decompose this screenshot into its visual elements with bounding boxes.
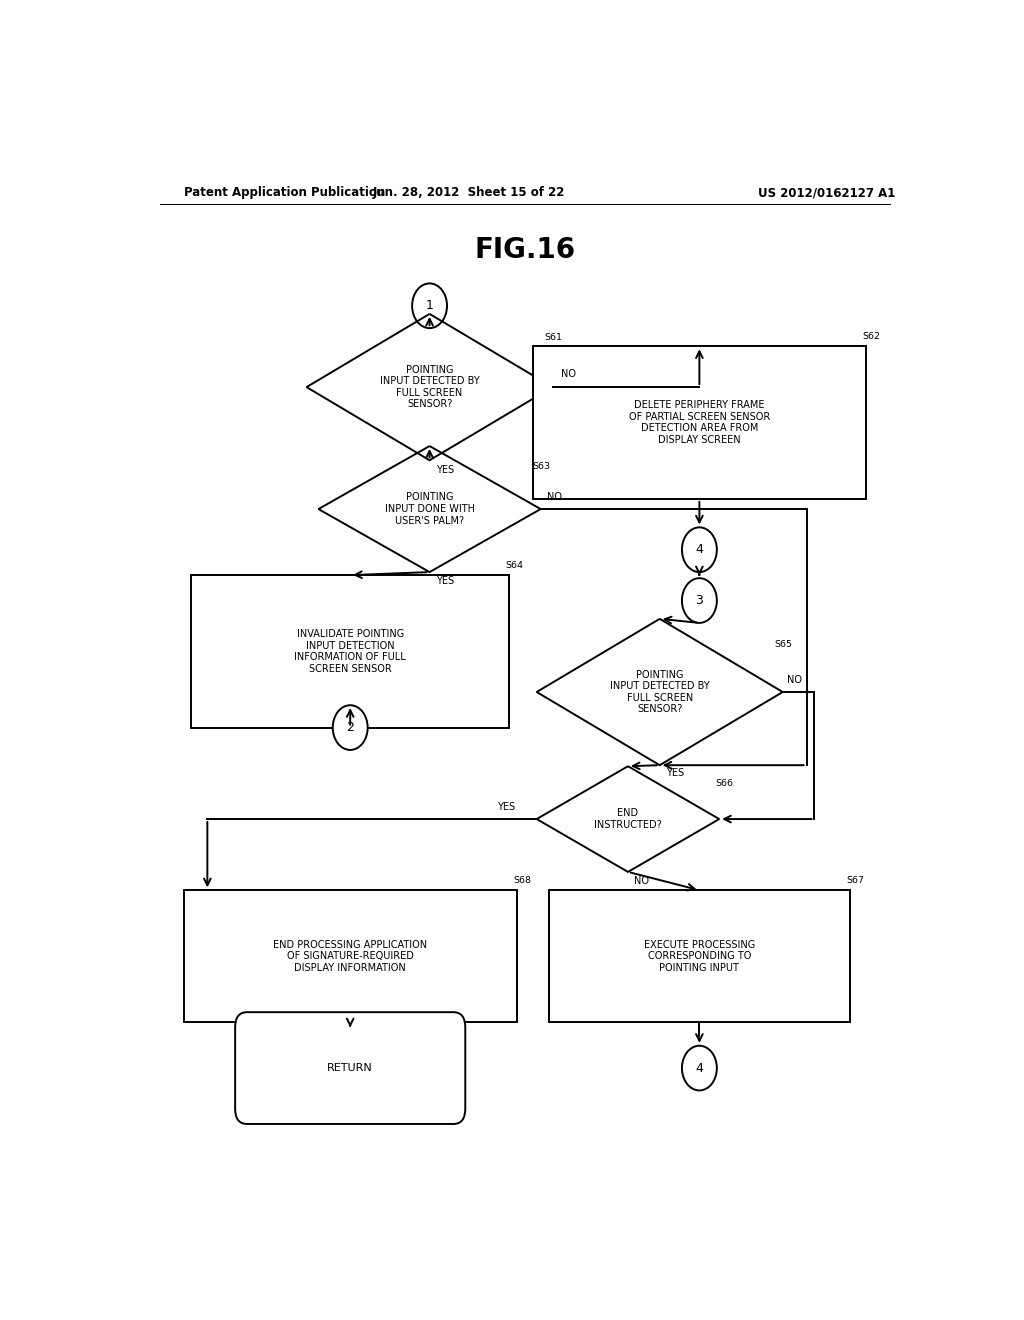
Text: YES: YES [666, 768, 684, 779]
Text: INVALIDATE POINTING
INPUT DETECTION
INFORMATION OF FULL
SCREEN SENSOR: INVALIDATE POINTING INPUT DETECTION INFO… [294, 628, 407, 673]
Polygon shape [318, 446, 541, 572]
Text: END
INSTRUCTED?: END INSTRUCTED? [594, 808, 662, 830]
FancyBboxPatch shape [532, 346, 866, 499]
Text: FIG.16: FIG.16 [474, 236, 575, 264]
Text: NO: NO [560, 370, 575, 379]
Text: 3: 3 [695, 594, 703, 607]
Text: POINTING
INPUT DETECTED BY
FULL SCREEN
SENSOR?: POINTING INPUT DETECTED BY FULL SCREEN S… [610, 669, 710, 714]
Text: S65: S65 [775, 640, 793, 649]
Text: END PROCESSING APPLICATION
OF SIGNATURE-REQUIRED
DISPLAY INFORMATION: END PROCESSING APPLICATION OF SIGNATURE-… [273, 940, 427, 973]
Text: NO: NO [547, 492, 562, 502]
Text: POINTING
INPUT DONE WITH
USER'S PALM?: POINTING INPUT DONE WITH USER'S PALM? [385, 492, 474, 525]
Circle shape [682, 578, 717, 623]
Text: S67: S67 [846, 876, 864, 886]
Text: 2: 2 [346, 721, 354, 734]
Text: NO: NO [786, 675, 802, 685]
Text: US 2012/0162127 A1: US 2012/0162127 A1 [758, 186, 895, 199]
Polygon shape [537, 619, 782, 766]
FancyBboxPatch shape [549, 890, 850, 1022]
Text: 4: 4 [695, 1061, 703, 1074]
Text: 1: 1 [426, 300, 433, 313]
Text: NO: NO [634, 876, 648, 886]
Text: DELETE PERIPHERY FRAME
OF PARTIAL SCREEN SENSOR
DETECTION AREA FROM
DISPLAY SCRE: DELETE PERIPHERY FRAME OF PARTIAL SCREEN… [629, 400, 770, 445]
Text: 4: 4 [695, 544, 703, 556]
Circle shape [412, 284, 447, 329]
Polygon shape [306, 314, 553, 461]
Polygon shape [537, 766, 719, 873]
Text: Jun. 28, 2012  Sheet 15 of 22: Jun. 28, 2012 Sheet 15 of 22 [373, 186, 565, 199]
Text: RETURN: RETURN [328, 1063, 373, 1073]
Text: S68: S68 [513, 876, 530, 886]
Text: Patent Application Publication: Patent Application Publication [183, 186, 385, 199]
FancyBboxPatch shape [236, 1012, 465, 1125]
Text: POINTING
INPUT DETECTED BY
FULL SCREEN
SENSOR?: POINTING INPUT DETECTED BY FULL SCREEN S… [380, 364, 479, 409]
Text: YES: YES [436, 576, 454, 586]
Text: S62: S62 [862, 333, 880, 342]
Text: S64: S64 [505, 561, 523, 570]
Text: S61: S61 [545, 334, 562, 342]
Circle shape [682, 528, 717, 572]
Circle shape [682, 1045, 717, 1090]
Text: YES: YES [497, 803, 515, 812]
Text: YES: YES [436, 466, 454, 475]
FancyBboxPatch shape [183, 890, 517, 1022]
Circle shape [333, 705, 368, 750]
Text: S63: S63 [532, 462, 551, 471]
FancyBboxPatch shape [191, 576, 509, 727]
Text: EXECUTE PROCESSING
CORRESPONDING TO
POINTING INPUT: EXECUTE PROCESSING CORRESPONDING TO POIN… [644, 940, 755, 973]
Text: S66: S66 [715, 779, 733, 788]
